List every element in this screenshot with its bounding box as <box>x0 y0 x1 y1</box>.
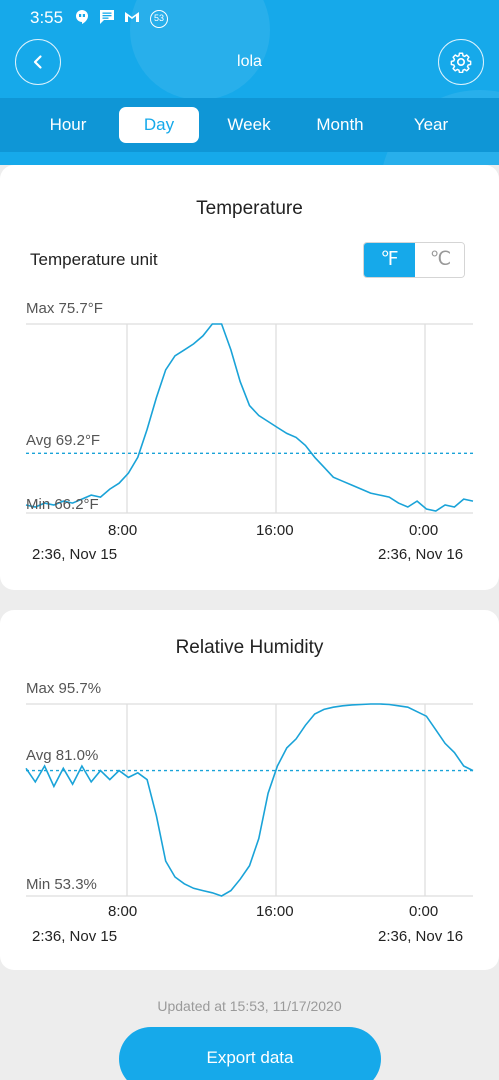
x-tick-label: 16:00 <box>256 903 294 920</box>
humidity-chart <box>25 703 474 897</box>
export-data-button[interactable]: Export data <box>119 1027 381 1080</box>
range-end-label: 2:36, Nov 16 <box>378 928 464 945</box>
humidity-series-line <box>25 703 474 897</box>
range-end-label: 2:36, Nov 16 <box>378 546 464 563</box>
x-tick-label: 8:00 <box>108 522 138 539</box>
x-tick-label: 0:00 <box>409 522 439 539</box>
tab-month[interactable]: Month <box>316 115 364 134</box>
status-time: 3:55 <box>30 8 64 27</box>
temperature-title: Temperature <box>196 198 303 219</box>
hangouts-icon <box>76 10 88 24</box>
humidity-title: Relative Humidity <box>175 637 324 658</box>
temperature-chart <box>25 323 474 514</box>
x-tick-label: 8:00 <box>108 903 138 920</box>
tab-week[interactable]: Week <box>227 115 271 134</box>
humidity-min-label: Min 53.3% <box>26 876 97 893</box>
last-updated-text: Updated at 15:53, 11/17/2020 <box>157 998 342 1014</box>
range-start-label: 2:36, Nov 15 <box>32 546 118 563</box>
celsius-option[interactable]: ℃ <box>415 243 464 277</box>
x-tick-label: 0:00 <box>409 903 439 920</box>
humidity-max-label: Max 95.7% <box>26 680 102 697</box>
humidity-avg-label: Avg 81.0% <box>26 747 99 764</box>
gear-icon <box>450 52 472 73</box>
period-tab-bar: Hour Day Week Month Year <box>0 98 499 152</box>
back-button[interactable] <box>15 39 61 85</box>
settings-button[interactable] <box>438 39 484 85</box>
fahrenheit-option[interactable]: ℉ <box>364 243 415 277</box>
tab-year[interactable]: Year <box>413 115 449 134</box>
temperature-avg-label: Avg 69.2°F <box>26 432 101 449</box>
page-title: lola <box>237 53 262 70</box>
message-icon <box>100 10 114 24</box>
chevron-left-icon <box>33 55 42 69</box>
status-bar: 3:55 53 <box>0 0 499 36</box>
tab-day[interactable]: Day <box>119 107 199 143</box>
notification-count-badge: 53 <box>150 10 168 28</box>
temperature-unit-label: Temperature unit <box>30 250 158 269</box>
tab-hour[interactable]: Hour <box>49 115 87 134</box>
x-tick-label: 16:00 <box>256 522 294 539</box>
temperature-max-label: Max 75.7°F <box>26 300 103 317</box>
humidity-card: Relative Humidity Max 95.7% Avg 81.0% Mi… <box>0 610 499 970</box>
temperature-card: Temperature Temperature unit ℉ ℃ Max 75.… <box>0 165 499 590</box>
temperature-unit-toggle: ℉ ℃ <box>363 242 465 278</box>
header-bar: 3:55 53 lola Hour Day Week Month Year <box>0 0 499 165</box>
gmail-icon <box>125 12 139 22</box>
temperature-series-line <box>25 323 474 512</box>
temperature-min-label: Min 66.2°F <box>26 496 99 513</box>
range-start-label: 2:36, Nov 15 <box>32 928 118 945</box>
